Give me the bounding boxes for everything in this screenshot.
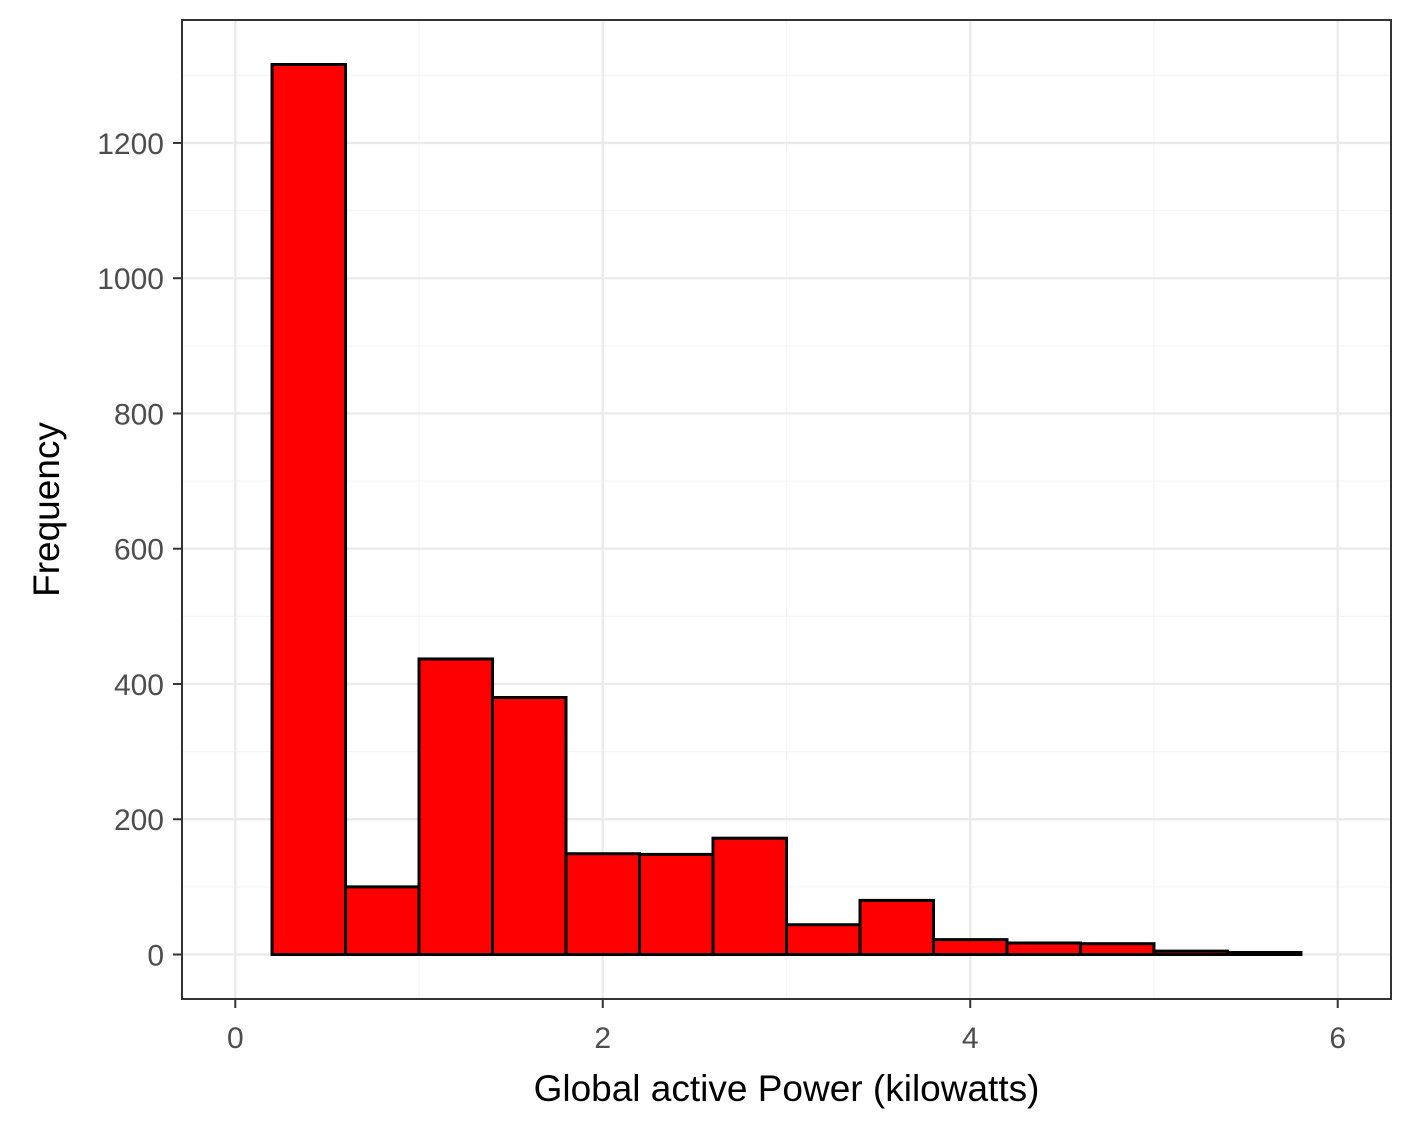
histogram-bar xyxy=(1225,950,1303,957)
histogram-bar xyxy=(491,696,568,956)
histogram-bar xyxy=(638,852,715,956)
x-axis-ticks: 0 2 4 6 xyxy=(227,999,1346,1055)
x-axis-title: Global active Power (kilowatts) xyxy=(534,1068,1040,1109)
y-tick-label: 600 xyxy=(114,534,164,567)
histogram-bar xyxy=(1005,941,1082,957)
panel-border xyxy=(181,19,1392,1000)
histogram-bar xyxy=(1152,949,1229,956)
y-axis-ticks: 0 200 400 600 800 1000 1200 xyxy=(97,128,182,973)
y-tick-label: 200 xyxy=(114,804,164,837)
histogram-bars xyxy=(270,63,1303,957)
x-tick-label: 4 xyxy=(962,1022,979,1055)
major-gridlines xyxy=(182,20,1391,999)
y-tick-label: 1000 xyxy=(97,263,164,296)
y-axis-title: Frequency xyxy=(26,422,67,597)
histogram-bar xyxy=(931,938,1009,957)
y-tick-label: 400 xyxy=(114,669,164,702)
histogram-bar xyxy=(270,63,348,956)
histogram-bar xyxy=(1078,942,1156,956)
histogram-bar xyxy=(711,836,789,956)
y-tick-label: 1200 xyxy=(97,128,164,161)
histogram-bar xyxy=(417,657,495,957)
x-tick-label: 2 xyxy=(594,1022,611,1055)
histogram-bar xyxy=(858,898,935,957)
y-tick-label: 0 xyxy=(147,940,164,973)
y-tick-label: 800 xyxy=(114,398,164,431)
histogram-bar xyxy=(344,885,421,957)
histogram-bar xyxy=(564,852,642,957)
x-tick-label: 0 xyxy=(227,1022,244,1055)
x-tick-label: 6 xyxy=(1329,1022,1346,1055)
histogram-bar xyxy=(785,923,862,957)
